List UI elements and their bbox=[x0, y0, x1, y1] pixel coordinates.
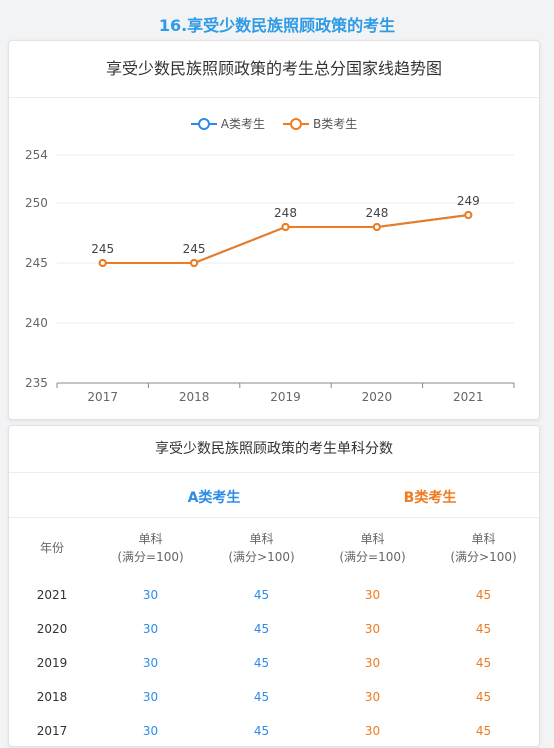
cell-year: 2019 bbox=[36, 656, 68, 670]
x-tick-label: 2020 bbox=[362, 390, 393, 404]
col-header-year: 年份 bbox=[39, 541, 64, 555]
x-tick-label: 2021 bbox=[453, 390, 484, 404]
table-row: 2018 30 45 30 45 bbox=[9, 680, 539, 714]
col-header-b1-line2: (满分=100) bbox=[339, 550, 406, 564]
legend-marker-b bbox=[282, 117, 309, 130]
data-point-b bbox=[281, 223, 290, 231]
data-label: 248 bbox=[365, 206, 388, 220]
cell-b1: 30 bbox=[364, 588, 381, 602]
score-table: 年份 单科 (满分=100) 单科 (满分>100) 单科 (满分=100) 单科 (满… bbox=[9, 518, 539, 748]
cell-a1: 30 bbox=[142, 588, 159, 602]
y-tick-label: 235 bbox=[25, 376, 48, 390]
line-chart: 235 240 245 250 254 2017 2018 2019 2020 2021 245 24… bbox=[25, 148, 515, 404]
group-row: A类考生 B类考生 bbox=[9, 473, 539, 518]
legend-marker-a bbox=[190, 117, 217, 130]
col-header-a2-line2: (满分>100) bbox=[228, 550, 295, 564]
data-label: 245 bbox=[91, 242, 114, 256]
col-header-b2-line1: 单科 bbox=[471, 532, 496, 546]
chart-header: 享受少数民族照顾政策的考生总分国家线趋势图 bbox=[9, 41, 539, 98]
cell-b1: 30 bbox=[364, 622, 381, 636]
y-tick-label: 245 bbox=[25, 256, 48, 270]
cell-a1: 30 bbox=[142, 622, 159, 636]
table-body: 2021 30 45 30 45 2020 30 45 30 45 2019 30 45 30 45 2018… bbox=[9, 578, 539, 748]
cell-b2: 45 bbox=[475, 622, 492, 636]
col-header-a1-line2: (满分=100) bbox=[117, 550, 184, 564]
cell-year: 2017 bbox=[36, 724, 68, 738]
cell-b1: 30 bbox=[364, 724, 381, 738]
cell-b2: 45 bbox=[475, 690, 492, 704]
data-label: 248 bbox=[274, 206, 297, 220]
data-point-b bbox=[98, 259, 107, 267]
data-point-b bbox=[372, 223, 381, 231]
col-header-a2: 单科 (满分>100) bbox=[206, 518, 317, 578]
col-header-b2: 单科 (满分>100) bbox=[428, 518, 539, 578]
score-table-card: 享受少数民族照顾政策的考生单科分数 A类考生 B类考生 年份 单科 (满分=100… bbox=[8, 425, 540, 747]
cell-a2: 45 bbox=[253, 588, 270, 602]
cell-a2: 45 bbox=[253, 690, 270, 704]
cell-b1: 30 bbox=[364, 690, 381, 704]
table-header: 享受少数民族照顾政策的考生单科分数 bbox=[9, 426, 539, 473]
col-header-a2-line1: 单科 bbox=[249, 532, 274, 546]
data-point-b bbox=[190, 259, 199, 267]
cell-a2: 45 bbox=[253, 724, 270, 738]
cell-a1: 30 bbox=[142, 724, 159, 738]
chart-legend: A类考生 B类考生 bbox=[9, 115, 539, 132]
cell-year: 2020 bbox=[36, 622, 68, 636]
data-point-b bbox=[464, 211, 473, 219]
cell-a1: 30 bbox=[142, 690, 159, 704]
y-tick-label: 254 bbox=[25, 148, 48, 162]
group-label-a: A类考生 bbox=[187, 490, 241, 506]
data-label: 249 bbox=[457, 194, 480, 208]
cell-year: 2021 bbox=[36, 588, 68, 602]
legend-label-b: B类考生 bbox=[312, 117, 358, 131]
legend-label-a: A类考生 bbox=[220, 117, 265, 131]
series-line-b bbox=[102, 214, 469, 264]
table-row: 2019 30 45 30 45 bbox=[9, 646, 539, 680]
cell-a1: 30 bbox=[142, 656, 159, 670]
legend-item-a[interactable]: A类考生 bbox=[190, 115, 265, 132]
col-header-b1-line1: 单科 bbox=[360, 532, 385, 546]
group-label-b: B类考生 bbox=[403, 490, 457, 506]
section-title: 16.享受少数民族照顾政策的考生 bbox=[158, 16, 396, 35]
cell-b2: 45 bbox=[475, 724, 492, 738]
cell-a2: 45 bbox=[253, 656, 270, 670]
y-tick-label: 250 bbox=[25, 196, 48, 210]
x-tick-label: 2019 bbox=[270, 390, 301, 404]
chart-card: 享受少数民族照顾政策的考生总分国家线趋势图 A类考生 B类考生 235 240 24… bbox=[8, 40, 540, 420]
data-label: 245 bbox=[183, 242, 206, 256]
col-header-b1: 单科 (满分=100) bbox=[317, 518, 428, 578]
cell-b1: 30 bbox=[364, 656, 381, 670]
table-row: 2020 30 45 30 45 bbox=[9, 612, 539, 646]
table-column-header-row: 年份 单科 (满分=100) 单科 (满分>100) 单科 (满分=100) 单科 (满… bbox=[9, 518, 539, 578]
y-tick-label: 240 bbox=[25, 316, 48, 330]
x-tick-label: 2018 bbox=[179, 390, 210, 404]
cell-b2: 45 bbox=[475, 588, 492, 602]
col-header-a1: 单科 (满分=100) bbox=[95, 518, 206, 578]
x-tick-label: 2017 bbox=[87, 390, 118, 404]
table-row: 2021 30 45 30 45 bbox=[9, 578, 539, 612]
cell-b2: 45 bbox=[475, 656, 492, 670]
cell-a2: 45 bbox=[253, 622, 270, 636]
legend-item-b[interactable]: B类考生 bbox=[282, 115, 358, 132]
col-header-b2-line2: (满分>100) bbox=[450, 550, 517, 564]
table-row: 2017 30 45 30 45 bbox=[9, 714, 539, 748]
col-header-a1-line1: 单科 bbox=[138, 532, 163, 546]
cell-year: 2018 bbox=[36, 690, 68, 704]
